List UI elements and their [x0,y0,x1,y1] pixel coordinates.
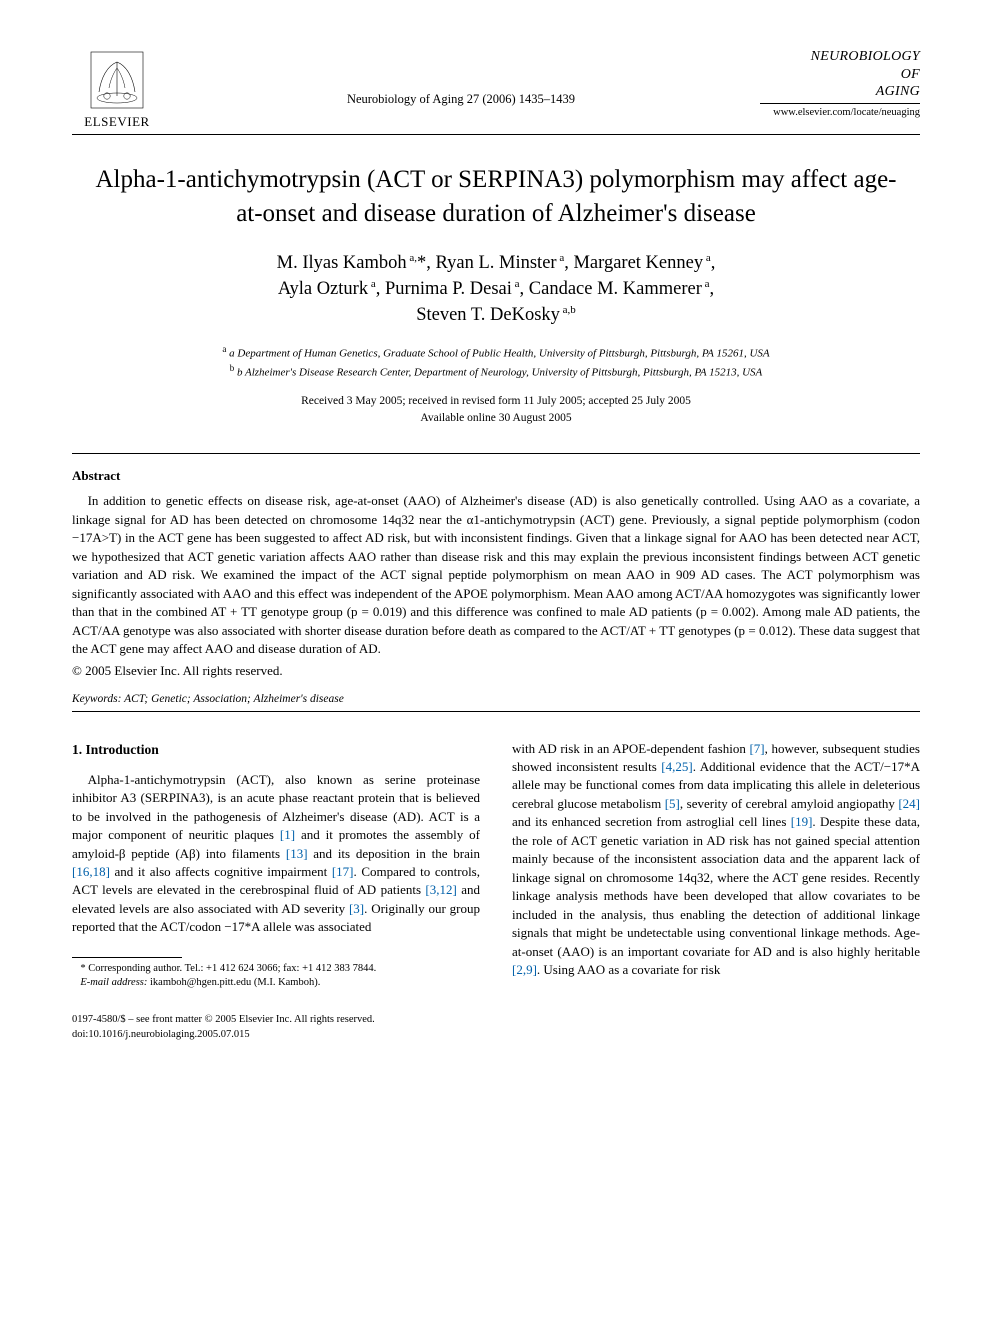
journal-block: NEUROBIOLOGY OF AGING www.elsevier.com/l… [760,48,920,118]
citation-ref[interactable]: [7] [749,741,764,756]
citation-ref[interactable]: [4,25] [661,759,692,774]
keywords-text: ACT; Genetic; Association; Alzheimer's d… [121,693,343,705]
footnote-divider [72,957,182,958]
citation-ref[interactable]: [19] [791,814,813,829]
citation-ref[interactable]: [5] [665,796,680,811]
author-line: Ayla Ozturk a, Purnima P. Desai a, Canda… [72,277,920,303]
citation-ref[interactable]: [16,18] [72,864,110,879]
issn-line: 0197-4580/$ – see front matter © 2005 El… [72,1013,480,1028]
journal-title-line: OF [760,66,920,84]
abstract-body: In addition to genetic effects on diseas… [72,492,920,658]
available-line: Available online 30 August 2005 [72,410,920,427]
citation-ref[interactable]: [13] [286,846,308,861]
citation: Neurobiology of Aging 27 (2006) 1435–143… [162,48,760,107]
abstract-heading: Abstract [72,468,920,484]
citation-ref[interactable]: [2,9] [512,962,537,977]
affiliation-text: b Alzheimer's Disease Research Center, D… [237,366,762,378]
keywords-label: Keywords: [72,693,121,705]
section-heading: 1. Introduction [72,740,480,759]
body-columns: 1. Introduction Alpha-1-antichymotrypsin… [72,740,920,1043]
article-title: Alpha-1-antichymotrypsin (ACT or SERPINA… [92,163,900,231]
divider [72,134,920,135]
elsevier-logo [87,48,147,112]
divider [72,711,920,712]
publisher-name: ELSEVIER [84,114,149,130]
column-right: with AD risk in an APOE-dependent fashio… [512,740,920,1043]
citation-ref[interactable]: [3,12] [425,882,456,897]
footnote-line: E-mail address: ikamboh@hgen.pitt.edu (M… [72,976,480,991]
author-list: M. Ilyas Kamboh a,*, Ryan L. Minster a, … [72,251,920,329]
author-line: Steven T. DeKosky a,b [72,303,920,329]
journal-title-line: AGING [760,83,920,101]
divider [760,103,920,104]
author-line: M. Ilyas Kamboh a,*, Ryan L. Minster a, … [72,251,920,277]
publisher-block: ELSEVIER [72,48,162,130]
journal-title-line: NEUROBIOLOGY [760,48,920,66]
footer-meta: 0197-4580/$ – see front matter © 2005 El… [72,1013,480,1042]
citation-ref[interactable]: [1] [280,827,295,842]
doi-line: doi:10.1016/j.neurobiolaging.2005.07.015 [72,1028,480,1043]
citation-ref[interactable]: [24] [898,796,920,811]
affiliation: b b Alzheimer's Disease Research Center,… [72,362,920,381]
corresponding-author-footnote: * Corresponding author. Tel.: +1 412 624… [72,962,480,991]
keywords: Keywords: ACT; Genetic; Association; Alz… [72,693,920,705]
received-line: Received 3 May 2005; received in revised… [72,393,920,410]
article-dates: Received 3 May 2005; received in revised… [72,393,920,428]
affiliation-text: a Department of Human Genetics, Graduate… [229,347,769,359]
email-address: ikamboh@hgen.pitt.edu (M.I. Kamboh). [147,977,320,988]
page-header: ELSEVIER Neurobiology of Aging 27 (2006)… [72,48,920,130]
affiliation: a a Department of Human Genetics, Gradua… [72,343,920,362]
intro-paragraph: Alpha-1-antichymotrypsin (ACT), also kno… [72,771,480,937]
footnote-line: * Corresponding author. Tel.: +1 412 624… [72,962,480,977]
citation-ref[interactable]: [3] [349,901,364,916]
journal-url: www.elsevier.com/locate/neuaging [760,107,920,118]
journal-title: NEUROBIOLOGY OF AGING [760,48,920,101]
citation-ref[interactable]: [17] [332,864,354,879]
email-label: E-mail address: [80,977,147,988]
affiliations: a a Department of Human Genetics, Gradua… [72,343,920,381]
column-left: 1. Introduction Alpha-1-antichymotrypsin… [72,740,480,1043]
intro-paragraph: with AD risk in an APOE-dependent fashio… [512,740,920,980]
divider [72,453,920,454]
copyright-line: © 2005 Elsevier Inc. All rights reserved… [72,663,920,679]
